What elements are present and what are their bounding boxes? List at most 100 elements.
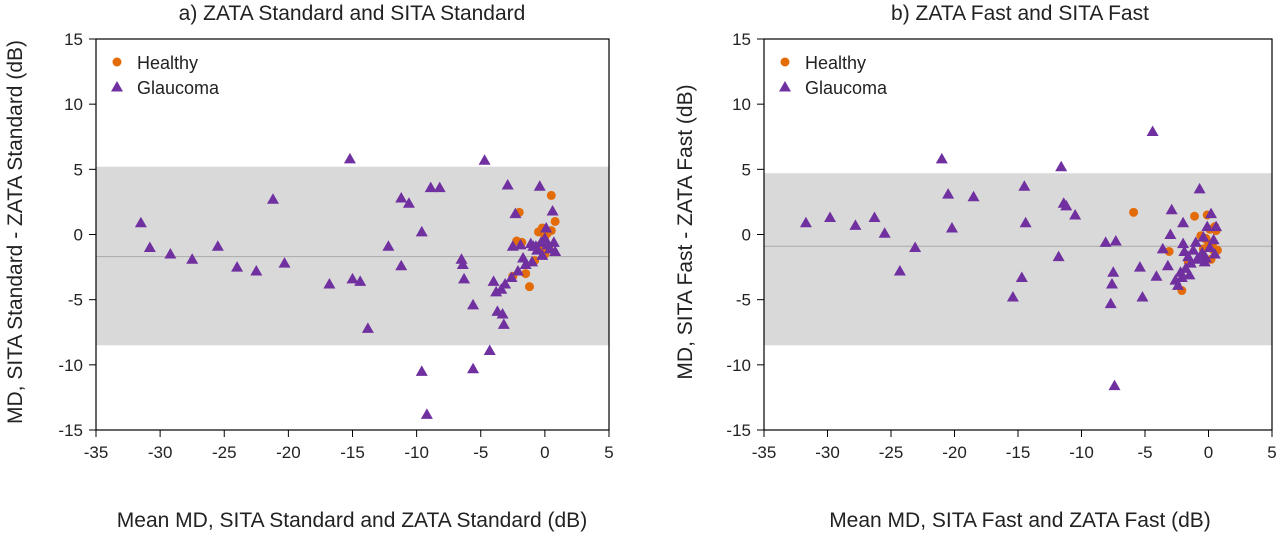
x-tick-label: -15 [1006,443,1031,462]
x-tick-label: -30 [148,443,173,462]
glaucoma-point [1015,271,1028,283]
glaucoma-point [478,154,491,165]
glaucoma-point [540,221,553,233]
glaucoma-point [909,241,922,253]
glaucoma-point [1150,270,1163,281]
glaucoma-point [134,216,147,228]
glaucoma-point [1133,261,1146,272]
glaucoma-point [509,207,522,219]
y-tick-label: 5 [742,160,751,179]
x-tick-label: -5 [473,443,488,462]
legend-marker-glaucoma [111,81,123,92]
glaucoma-point [487,275,500,286]
glaucoma-point [1184,257,1197,268]
glaucoma-point [1069,208,1082,220]
x-tick-label: -20 [942,443,967,462]
glaucoma-point [945,221,958,233]
glaucoma-point [231,261,244,272]
glaucoma-point [1055,160,1068,172]
glaucoma-point [935,152,948,164]
glaucoma-point [1205,207,1218,219]
glaucoma-point [433,181,446,193]
glaucoma-point [455,253,468,264]
x-tick-label: -10 [1069,443,1094,462]
glaucoma-point [278,257,291,268]
glaucoma-point [420,408,433,419]
x-tick-label: -35 [84,443,109,462]
glaucoma-point [878,227,891,238]
glaucoma-point [382,240,395,251]
chart-panel-a: a) ZATA Standard and SITA Standard MD, S… [4,2,614,532]
glaucoma-point [1136,291,1149,302]
healthy-point [1190,211,1200,221]
glaucoma-point [1201,220,1214,232]
glaucoma-point [546,205,559,216]
y-tick-label: 15 [732,30,751,49]
plot-area-a: -35 -30 -25 -20 -15 -10 -5 0 5 -15 -10 -5 0 5 10 15 Heal… [58,30,613,462]
glaucoma-point [526,255,539,267]
glaucoma-point [323,278,336,289]
healthy-point [524,282,534,292]
legend-marker-healthy [780,57,790,67]
glaucoma-point [514,238,527,250]
glaucoma-point [1165,203,1178,215]
glaucoma-point [1006,291,1019,302]
glaucoma-point [1109,235,1122,246]
glaucoma-point [505,271,518,283]
glaucoma-point [1183,268,1196,280]
plot-area-b: -35 -30 -25 -20 -15 -10 -5 0 5 -15 -10 -5 0 5 10 15 Heal… [726,30,1276,462]
healthy-point [1164,246,1174,256]
legend-label-glaucoma: Glaucoma [137,78,220,98]
glaucoma-point [868,211,881,223]
glaucoma-point [211,240,224,251]
x-axis-label: Mean MD, SITA Fast and ZATA Fast (dB) [829,509,1211,532]
glaucoma-point [1193,182,1206,194]
glaucoma-point [1164,228,1177,239]
glaucoma-point [1052,250,1065,262]
glaucoma-point [1018,180,1031,191]
glaucoma-point [824,211,837,223]
x-tick-label: -10 [404,443,429,462]
glaucoma-point [1104,297,1117,309]
glaucoma-point [186,253,199,264]
x-tick-label: -25 [879,443,904,462]
glaucoma-point [501,178,514,190]
x-axis-label: Mean MD, SITA Standard and ZATA Standard… [117,509,587,532]
glaucoma-point [467,298,480,310]
healthy-point [546,190,556,200]
y-tick-label: -15 [726,421,751,440]
y-tick-label: 15 [64,30,83,49]
glaucoma-point [354,275,367,286]
healthy-point [521,269,531,279]
glaucoma-point [266,193,279,204]
x-tick-label: -20 [276,443,301,462]
glaucoma-point [1156,242,1169,254]
glaucoma-point [1146,125,1159,137]
glaucoma-point [458,272,471,284]
glaucoma-point [547,236,560,247]
glaucoma-point [424,181,437,193]
glaucoma-point [1189,236,1202,247]
y-tick-label: -5 [736,291,751,310]
y-tick-label: -15 [58,421,83,440]
glaucoma-point [1060,199,1073,211]
glaucoma-point [1161,259,1174,271]
glaucoma-point [395,192,408,203]
glaucoma-point [346,272,359,284]
glaucoma-point [1187,244,1200,255]
glaucoma-point [1177,216,1190,228]
glaucoma-point [1172,279,1185,290]
y-tick-label: 0 [74,226,83,245]
healthy-point [1129,207,1139,217]
glaucoma-point [1199,251,1212,263]
glaucoma-point [164,248,177,259]
glaucoma-point [395,259,408,271]
glaucoma-point [143,241,156,253]
x-tick-label: -35 [752,443,777,462]
y-tick-label: 10 [64,95,83,114]
glaucoma-point [1019,216,1032,228]
x-tick-label: 5 [604,443,613,462]
glaucoma-point [1203,241,1216,253]
x-tick-label: -30 [815,443,840,462]
